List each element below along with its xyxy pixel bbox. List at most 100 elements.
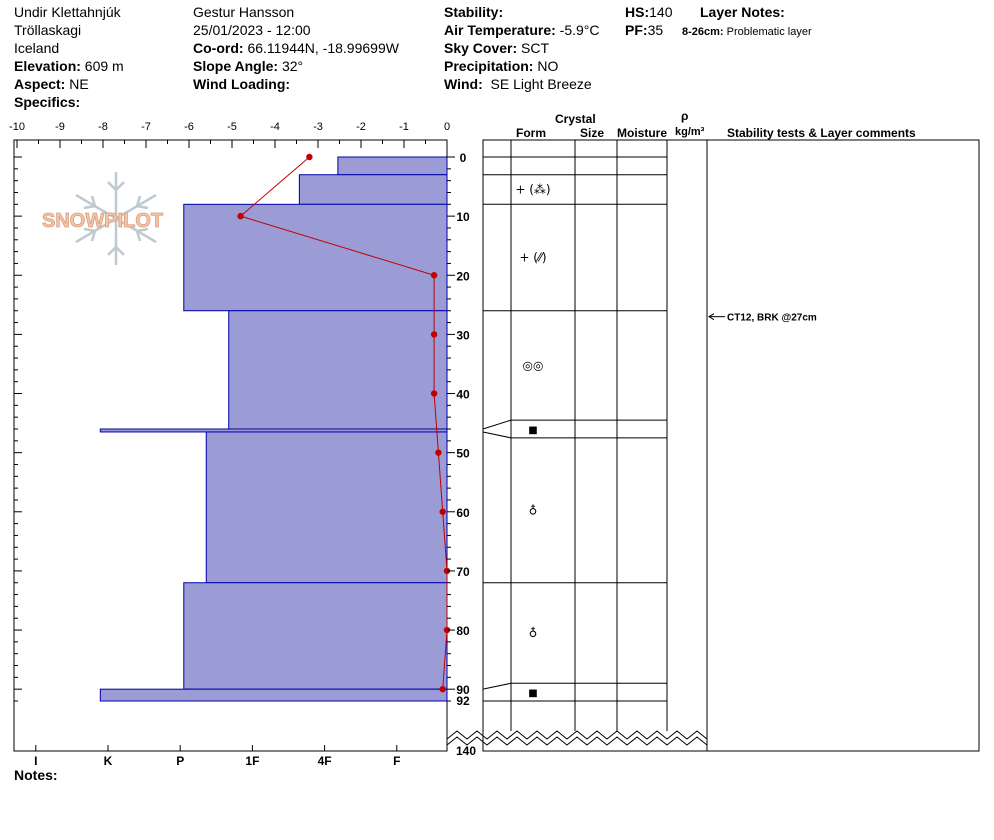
specifics-label: Specifics:	[14, 94, 81, 110]
hardness-bars	[99, 156, 448, 702]
layer-connector	[482, 682, 512, 690]
temp-tick-label: -8	[98, 121, 108, 133]
hardness-bar	[337, 156, 448, 176]
layer-notes-label: Layer Notes:	[700, 4, 785, 20]
aspect-label: Aspect:	[14, 76, 66, 92]
density-unit-header: kg/m³	[675, 126, 705, 138]
pf-label: PF:	[625, 22, 648, 38]
air-temp-row: Air Temperature: -5.9°C	[444, 21, 600, 39]
depth-break	[446, 736, 708, 746]
temp-tick-label: -9	[55, 121, 65, 133]
temp-tick-label: -4	[270, 121, 280, 133]
bottom-depth-label: 92	[456, 694, 470, 708]
layer-grid: + (⁂) + (⁄⁄) ◎◎ ■ ♁ ♁ ■ CT12, BRK @27cm	[446, 139, 980, 752]
hardness-tick-label: 1F	[245, 754, 259, 768]
crystal-form-symbol: ◎◎	[523, 358, 544, 372]
depth-tick-label: 20	[456, 269, 470, 283]
wind-row: Wind: SE Light Breeze	[444, 75, 592, 93]
temp-tick-label: -6	[184, 121, 194, 133]
temp-point	[237, 212, 244, 220]
precip-value: NO	[537, 58, 559, 74]
axes: -10 -9 -8 -7 -6 -5 -4 -3 -2 -1 0010203040506070809…	[9, 121, 476, 768]
elevation-label: Elevation:	[14, 58, 81, 74]
hardness-tick-label: I	[34, 754, 37, 768]
hardness-tick-label: K	[104, 754, 113, 768]
sky-value: SCT	[521, 40, 550, 56]
stability-comment: CT12, BRK @27cm	[727, 313, 817, 324]
hardness-bar	[183, 582, 448, 690]
hardness-bar	[228, 310, 448, 430]
crystal-form-symbol: + (⁄⁄)	[519, 251, 546, 265]
observation-datetime: 25/01/2023 - 12:00	[193, 22, 311, 38]
stability-label: Stability:	[444, 4, 504, 20]
depth-tick-label: 40	[456, 388, 470, 402]
depth-tick-label: 60	[456, 506, 470, 520]
grid-border	[482, 139, 980, 752]
form-header: Form	[516, 126, 546, 140]
sky-label: Sky Cover:	[444, 40, 518, 56]
crystal-form-symbol: ♁	[529, 626, 538, 640]
temp-tick-label: -7	[141, 121, 151, 133]
temp-tick-label: 0	[444, 121, 450, 133]
country-name: Iceland	[14, 40, 60, 56]
elevation-value: 609 m	[84, 58, 124, 74]
crystal-form-symbol: ♁	[529, 503, 538, 517]
wind-value: SE Light Breeze	[490, 76, 592, 92]
precip-label: Precipitation:	[444, 58, 534, 74]
coord-value: 66.11944N, -18.99699W	[247, 40, 399, 56]
depth-tick-label: 10	[456, 210, 470, 224]
aspect-value: NE	[69, 76, 89, 92]
temp-point	[439, 508, 446, 515]
pf-value: 35	[647, 22, 664, 38]
hardness-bar	[183, 203, 448, 312]
temp-tick-label: -3	[313, 121, 323, 133]
hardness-bar	[99, 688, 448, 702]
temp-point	[435, 449, 442, 456]
temperature-profile	[237, 153, 451, 693]
temp-point	[306, 153, 313, 161]
depth-tick-label: 80	[456, 624, 470, 638]
coord-row: Co-ord: 66.11944N, -18.99699W	[193, 39, 399, 57]
layer-connector	[482, 431, 512, 439]
temp-line	[239, 156, 448, 690]
slope-label: Slope Angle:	[193, 58, 279, 74]
region-name: Tröllaskagi	[14, 22, 82, 38]
temp-point	[430, 390, 438, 397]
layer-note-row: 8-26cm: Problematic layer	[682, 23, 812, 41]
observer-name: Gestur Hansson	[193, 4, 295, 20]
snowpilot-logo: SNOWPILOT	[42, 172, 164, 265]
slope-row: Slope Angle: 32°	[193, 57, 303, 75]
temp-point	[430, 272, 438, 279]
depth-tick-label: 70	[456, 565, 470, 579]
temp-tick-label: -10	[9, 121, 25, 133]
slope-value: 32°	[281, 58, 304, 74]
crystal-form-symbol: + (⁂)	[515, 183, 550, 197]
hardness-bar	[205, 431, 448, 584]
stability-arrowhead	[708, 313, 715, 321]
pf-row: PF:35	[625, 21, 663, 39]
depth-tick-label: 90	[456, 683, 470, 697]
hs-row: HS:140	[625, 3, 672, 21]
temp-tick-label: -5	[227, 121, 237, 133]
total-depth-label: 140	[456, 744, 476, 758]
elevation-row: Elevation: 609 m	[14, 57, 124, 75]
depth-break	[446, 730, 708, 740]
rho-header: ρ	[681, 109, 689, 123]
size-header: Size	[580, 126, 605, 140]
layer-connector	[482, 419, 512, 430]
air-temp-value: -5.9°C	[559, 22, 600, 38]
logo-wordmark: SNOWPILOT	[42, 210, 163, 232]
stability-header: Stability tests & Layer comments	[727, 126, 916, 140]
wind-label: Wind:	[444, 76, 483, 92]
snowflake-icon	[75, 172, 157, 265]
hardness-tick-label: F	[393, 754, 400, 768]
temp-point	[439, 685, 446, 693]
crystal-form-symbol: ■	[528, 425, 537, 436]
moisture-header: Moisture	[617, 126, 668, 140]
temp-tick-label: -2	[356, 121, 366, 133]
air-temp-label: Air Temperature:	[444, 22, 556, 38]
depth-tick-label: 0	[460, 151, 467, 165]
hs-label: HS:	[625, 4, 650, 20]
wind-loading-label: Wind Loading:	[193, 76, 291, 92]
hs-value: 140	[649, 4, 673, 20]
